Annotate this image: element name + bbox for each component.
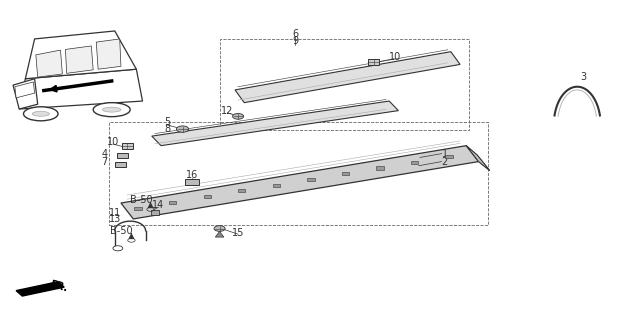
Circle shape [113, 246, 123, 251]
Text: 15: 15 [232, 228, 244, 238]
Polygon shape [13, 79, 38, 109]
Bar [122, 143, 133, 149]
Text: 14: 14 [153, 200, 164, 210]
Circle shape [214, 226, 225, 231]
Polygon shape [25, 31, 137, 79]
Polygon shape [121, 146, 478, 219]
Text: 16: 16 [186, 170, 198, 180]
Text: B-50: B-50 [130, 195, 153, 205]
Bar [342, 172, 349, 175]
Polygon shape [16, 282, 64, 296]
Circle shape [232, 114, 243, 119]
Polygon shape [96, 39, 121, 69]
Polygon shape [215, 231, 224, 237]
Text: 4: 4 [101, 148, 108, 159]
Ellipse shape [23, 107, 58, 121]
Bar [151, 210, 159, 215]
Text: 1: 1 [442, 148, 447, 159]
Ellipse shape [32, 111, 49, 116]
Text: 10: 10 [389, 52, 402, 62]
Bar [115, 162, 126, 167]
Polygon shape [152, 101, 399, 146]
Text: 2: 2 [441, 156, 448, 167]
Text: B-50: B-50 [110, 226, 133, 236]
Text: 6: 6 [292, 29, 298, 39]
Bar [219, 39, 469, 130]
Polygon shape [66, 46, 93, 73]
Circle shape [176, 126, 188, 132]
Polygon shape [235, 52, 460, 103]
Bar [368, 59, 379, 65]
Ellipse shape [93, 103, 130, 117]
Text: 13: 13 [109, 214, 121, 224]
Text: 9: 9 [292, 36, 298, 45]
Text: 10: 10 [107, 137, 119, 147]
Bar [307, 178, 315, 181]
Polygon shape [466, 146, 489, 171]
Bar [446, 155, 452, 158]
Bar [135, 206, 142, 210]
Text: 3: 3 [580, 72, 586, 82]
Bar [411, 161, 418, 164]
Bar [117, 153, 128, 158]
Bar [238, 189, 245, 193]
Text: FR.: FR. [48, 279, 68, 294]
Text: 12: 12 [221, 106, 234, 116]
Text: 5: 5 [164, 117, 171, 127]
Bar [109, 122, 488, 225]
Bar [376, 166, 384, 170]
Text: 8: 8 [164, 124, 170, 134]
Ellipse shape [103, 107, 121, 112]
Bar [203, 195, 211, 198]
Bar [169, 201, 176, 204]
Polygon shape [466, 146, 489, 171]
Polygon shape [19, 69, 143, 109]
Text: 11: 11 [109, 208, 121, 218]
Bar [185, 179, 198, 186]
Bar [273, 184, 280, 187]
Polygon shape [15, 82, 35, 98]
Text: 7: 7 [101, 156, 108, 167]
Polygon shape [36, 50, 62, 77]
